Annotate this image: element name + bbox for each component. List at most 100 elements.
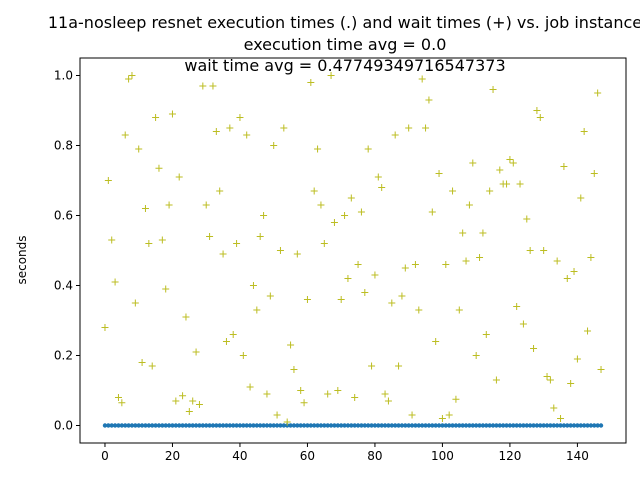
wait-point [280, 124, 288, 132]
wait-point [496, 166, 504, 174]
wait-point [179, 392, 187, 400]
wait-point [557, 415, 565, 422]
wait-point [513, 303, 521, 310]
execution-point [163, 423, 168, 428]
wait-point [503, 180, 511, 188]
wait-point [276, 247, 284, 254]
execution-point [467, 423, 472, 428]
wait-point [270, 142, 278, 149]
wait-point [594, 89, 602, 97]
wait-point [361, 289, 369, 296]
execution-point [558, 423, 563, 428]
execution-point [389, 423, 395, 428]
wait-point [307, 79, 315, 86]
execution-point [220, 423, 226, 428]
execution-point [480, 423, 486, 428]
wait-point [212, 128, 220, 135]
wait-point [263, 390, 271, 398]
wait-point [189, 397, 197, 405]
execution-point [224, 423, 229, 428]
execution-point [460, 423, 465, 428]
execution-point [244, 423, 249, 428]
wait-point [550, 404, 558, 412]
wait-point [357, 208, 365, 216]
execution-point [376, 423, 381, 428]
wait-point [327, 72, 335, 79]
x-tick-label: 20 [165, 449, 180, 463]
execution-point [291, 423, 297, 428]
plot-frame [79, 57, 627, 444]
execution-point [538, 423, 543, 428]
wait-point [476, 254, 484, 261]
x-tick-label: 140 [566, 449, 589, 463]
wait-point [152, 114, 160, 121]
execution-point [301, 423, 307, 428]
x-tick-label: 120 [498, 449, 521, 463]
execution-point [349, 423, 354, 428]
wait-point [141, 205, 149, 212]
execution-point [436, 423, 442, 428]
wait-point [260, 212, 268, 219]
wait-point [145, 240, 153, 247]
execution-point [413, 423, 418, 428]
wait-point [344, 275, 352, 282]
wait-point [243, 131, 251, 139]
wait-point [334, 387, 342, 394]
wait-point [168, 110, 176, 118]
y-tick-label: 1.0 [54, 69, 73, 83]
execution-point [342, 423, 347, 428]
wait-point [563, 275, 571, 282]
wait-point [111, 278, 119, 286]
wait-point [391, 131, 399, 139]
execution-point [231, 423, 236, 428]
execution-point [403, 423, 408, 428]
execution-point [399, 423, 405, 428]
wait-point [368, 362, 376, 370]
wait-point [185, 408, 193, 415]
wait-point [155, 164, 163, 172]
wait-point [226, 124, 234, 132]
wait-point [300, 399, 308, 407]
execution-point [106, 423, 111, 428]
x-tick-label: 80 [367, 449, 382, 463]
execution-point [119, 423, 125, 428]
execution-point [268, 423, 273, 428]
execution-point [109, 423, 114, 428]
execution-point [565, 423, 570, 428]
wait-point [222, 338, 230, 345]
execution-point [112, 423, 118, 428]
wait-point [580, 128, 588, 135]
wait-point [371, 271, 379, 279]
execution-point [406, 423, 411, 428]
execution-point [133, 423, 138, 428]
execution-point [592, 423, 597, 428]
axes: 0 20 40 60 80 100 120 140 0.0 0.2 0.4 0.6 0.8 1.0 [54, 57, 627, 463]
wait-point [405, 124, 413, 132]
execution-point [214, 423, 219, 428]
execution-point [365, 423, 371, 428]
y-tick-label: 0.0 [54, 419, 73, 433]
wait-point [438, 415, 446, 422]
y-tick-label: 0.4 [54, 279, 73, 293]
execution-point [477, 423, 482, 428]
execution-point [173, 423, 179, 428]
wait-point [411, 261, 419, 268]
execution-point [278, 423, 283, 428]
execution-point [517, 423, 523, 428]
wait-point [479, 229, 487, 237]
execution-point [207, 423, 212, 428]
y-tick-label: 0.2 [54, 349, 73, 363]
wait-point [114, 394, 122, 401]
execution-point [473, 423, 479, 428]
execution-point [177, 423, 182, 428]
wait-point [374, 173, 382, 181]
wait-point [597, 366, 605, 373]
execution-point [548, 423, 553, 428]
execution-point [446, 423, 452, 428]
execution-point [281, 423, 287, 428]
wait-point [253, 306, 261, 314]
wait-point [543, 373, 551, 380]
wait-point [337, 296, 345, 303]
execution-point [328, 423, 334, 428]
execution-point [581, 423, 587, 428]
